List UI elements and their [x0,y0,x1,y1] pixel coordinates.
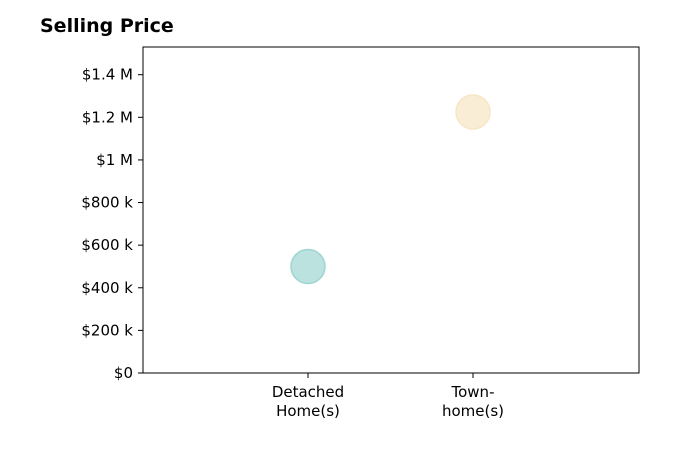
plot-frame [142,46,640,374]
y-tick-label: $0 [114,364,133,382]
x-tick-label: Detached Home(s) [272,383,344,420]
chart-title: Selling Price [40,15,174,37]
y-tick-label: $1.4 M [82,66,133,84]
y-tick-label: $200 k [81,321,133,339]
y-tick-label: $1.2 M [82,108,133,126]
y-tick-label: $400 k [81,279,133,297]
data-point [290,248,326,285]
data-point [455,94,491,130]
y-tick-label: $600 k [81,236,133,254]
y-tick-label: $800 k [81,194,133,212]
x-tick-label: Town-home(s) [442,383,504,420]
y-tick-label: $1 M [96,151,133,169]
